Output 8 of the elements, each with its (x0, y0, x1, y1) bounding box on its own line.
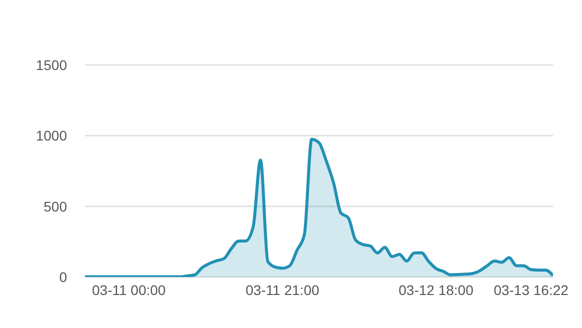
x-tick-label: 03-11 00:00 (92, 282, 166, 298)
y-tick-label: 0 (59, 268, 68, 285)
x-tick-label: 03-13 16:22 (494, 282, 569, 298)
y-tick-label: 1000 (36, 128, 68, 144)
x-tick-label: 03-11 21:00 (246, 282, 320, 298)
y-tick-label: 1500 (36, 56, 68, 73)
y-tick-label: 500 (44, 198, 68, 214)
x-tick-label: 03-12 18:00 (398, 282, 474, 298)
